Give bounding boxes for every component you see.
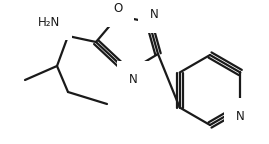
Text: N: N [150, 8, 159, 21]
Text: N: N [129, 73, 138, 86]
Text: N: N [236, 109, 245, 123]
Text: O: O [113, 2, 123, 15]
Text: H₂N: H₂N [38, 16, 60, 29]
